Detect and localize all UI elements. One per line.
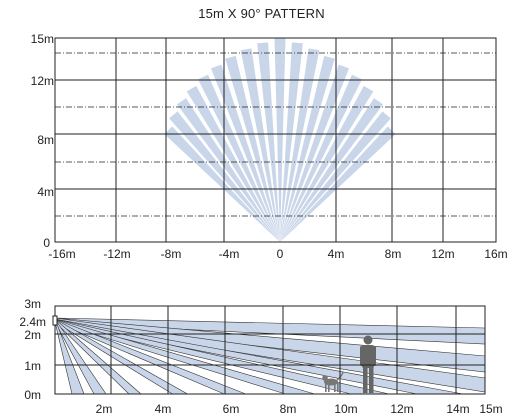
top-x-label: -16m xyxy=(48,247,75,261)
side-y-label: 3m xyxy=(24,297,41,311)
top-x-label: -4m xyxy=(219,247,240,261)
side-view-y-labels: 3m 2.4m 2m 1m 0m xyxy=(19,297,46,402)
detection-zone-beam xyxy=(164,126,280,242)
top-y-label: 12m xyxy=(31,74,54,88)
top-view-grid xyxy=(54,37,497,243)
detection-zone-beam xyxy=(280,64,350,242)
top-y-label: 15m xyxy=(31,32,54,46)
detection-zone-beam xyxy=(240,48,280,243)
side-x-label: 6m xyxy=(223,402,240,416)
detection-zone-beam xyxy=(280,111,391,243)
side-x-label: 14m xyxy=(446,402,469,416)
side-x-label: 4m xyxy=(155,402,172,416)
sensor-icon xyxy=(52,315,58,326)
detection-zone-beam xyxy=(257,42,280,242)
detection-zone-beam xyxy=(176,98,280,243)
detection-zone-beam xyxy=(274,38,286,242)
top-x-label: 12m xyxy=(431,247,454,261)
detection-zone-beam xyxy=(280,98,384,243)
top-view: 15m 12m 8m 4m 0 -16m -12m -8m -4m 0 4m 8… xyxy=(31,32,508,261)
top-x-label: 8m xyxy=(385,247,402,261)
top-view-beams xyxy=(164,38,396,243)
side-x-label: 2m xyxy=(96,402,113,416)
detection-zone-beam xyxy=(169,111,280,243)
side-view-x-labels: 2m 4m 6m 8m 10m 12m 14m 15m xyxy=(96,402,503,416)
detection-zone-beam xyxy=(280,55,335,242)
top-x-label: 0 xyxy=(277,247,284,261)
side-y-label: 2m xyxy=(24,328,41,342)
dog-silhouette xyxy=(322,371,344,392)
detection-zone-beam xyxy=(198,74,280,243)
top-x-label: -8m xyxy=(161,247,182,261)
side-y-label: 0m xyxy=(24,388,41,402)
side-x-label: 12m xyxy=(390,402,413,416)
top-view-x-labels: -16m -12m -8m -4m 0 4m 8m 12m 16m xyxy=(48,247,507,261)
detection-zone-beam xyxy=(186,85,280,242)
side-x-label: 8m xyxy=(280,402,297,416)
side-x-label: 15m xyxy=(479,402,502,416)
detection-zone-beam xyxy=(280,126,396,242)
top-y-label: 4m xyxy=(37,185,54,199)
diagram-title: 15m X 90° PATTERN xyxy=(198,6,325,21)
side-x-label: 10m xyxy=(334,402,357,416)
top-x-label: 4m xyxy=(328,247,345,261)
detection-zone-beam xyxy=(225,55,280,242)
detection-zone-beam xyxy=(280,48,320,243)
top-view-dashed-lines xyxy=(55,52,496,217)
top-y-label: 0 xyxy=(43,236,50,250)
side-view-frame xyxy=(54,305,486,395)
top-x-label: -12m xyxy=(103,247,130,261)
top-y-label: 8m xyxy=(37,133,54,147)
person-silhouette xyxy=(360,335,376,393)
top-view-y-labels: 15m 12m 8m 4m 0 xyxy=(31,32,54,250)
side-view-grid xyxy=(54,305,486,395)
side-y-label: 1m xyxy=(24,359,41,373)
detection-zone-beam xyxy=(210,64,280,242)
top-view-frame xyxy=(54,37,497,243)
detection-zone-beam xyxy=(280,74,362,243)
top-x-label: 16m xyxy=(484,247,507,261)
detection-zone-beam xyxy=(280,85,374,242)
side-view-beams xyxy=(54,317,486,395)
side-y-label: 2.4m xyxy=(19,315,46,329)
side-view: 3m 2.4m 2m 1m 0m 2m 4m 6m 8m 10m 12m 14m… xyxy=(19,297,502,416)
detection-zone-beam xyxy=(280,42,303,242)
